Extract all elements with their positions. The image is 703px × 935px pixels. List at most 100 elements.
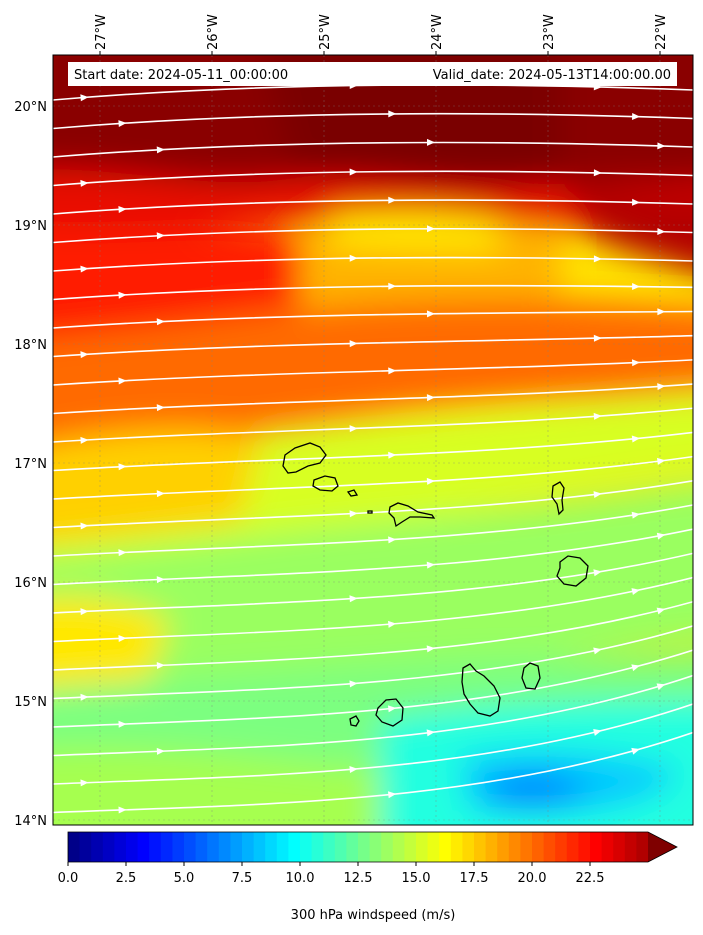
streamline-arrow [388, 536, 397, 544]
streamline-arrow [631, 435, 641, 443]
streamline-arrow [426, 310, 435, 318]
streamline [53, 141, 693, 158]
colorbar-cell [102, 832, 115, 862]
streamline-arrow [426, 561, 435, 569]
colorbar-tick-label: 7.5 [232, 871, 253, 886]
lon-tick-label: 22°W [654, 14, 669, 50]
map-frame [52, 54, 694, 826]
colorbar-cell [369, 832, 382, 862]
colorbar-tick-label: 22.5 [576, 871, 605, 886]
streamline [53, 227, 693, 244]
valid-date-label: Valid_date: 2024-05-13T14:00:00.00 [433, 68, 671, 83]
streamline-arrow [657, 227, 666, 235]
colorbar-cell [450, 832, 463, 862]
colorbar-cell [137, 832, 150, 862]
streamline-arrow [80, 436, 89, 444]
colorbar-cell [230, 832, 243, 862]
colorbar-cell [149, 832, 162, 862]
streamline-arrow [388, 196, 397, 204]
colorbar-cell [300, 832, 313, 862]
streamline-arrow [349, 595, 358, 603]
streamline-arrow [156, 490, 165, 498]
streamline-arrow [349, 680, 358, 688]
colorbar-cell [311, 832, 324, 862]
streamline [53, 455, 693, 500]
streamline [53, 256, 693, 272]
streamline-arrow [593, 569, 602, 577]
streamline-arrow [387, 791, 397, 799]
streamline-arrow [118, 120, 127, 128]
lat-tick-label: 20°N [14, 100, 47, 115]
streamline-arrow [349, 425, 358, 433]
colorbar-cell [207, 832, 220, 862]
streamline-arrow [118, 291, 127, 299]
island-fogo [375, 698, 404, 727]
colorbar-cells [68, 832, 677, 862]
island-santa-luzia-islet [367, 510, 373, 514]
streamline-arrow [631, 359, 641, 367]
colorbar-tick-label: 12.5 [344, 871, 373, 886]
streamline-arrow [118, 463, 127, 471]
colorbar-cell [462, 832, 475, 862]
streamline-arrow [593, 491, 602, 499]
streamline [53, 552, 693, 614]
streamline [53, 407, 693, 443]
streamline-arrow [156, 576, 165, 584]
map-panel [53, 55, 693, 825]
lon-tick-label: 23°W [542, 14, 557, 50]
date-info-box: Start date: 2024-05-11_00:00:00 Valid_da… [68, 62, 677, 86]
streamline [53, 674, 693, 757]
colorbar-cell [126, 832, 139, 862]
streamline-arrow [80, 179, 89, 187]
colorbar-label: 300 hPa windspeed (m/s) [291, 908, 456, 923]
streamline-arrow [426, 477, 435, 485]
streamline [53, 528, 693, 586]
colorbar-tick-label: 10.0 [286, 871, 315, 886]
streamline-arrow [426, 225, 435, 233]
streamline-arrow [349, 766, 358, 774]
colorbar-cell [555, 832, 568, 862]
streamline-arrow [349, 340, 358, 348]
colorbar-tick-label: 17.5 [460, 871, 489, 886]
lat-tick-label: 16°N [14, 576, 47, 591]
streamline-arrow [349, 168, 358, 176]
streamline [53, 504, 693, 557]
streamline-arrow [388, 451, 397, 459]
start-date-label: Start date: 2024-05-11_00:00:00 [74, 68, 288, 83]
colorbar: 0.0 2.5 5.0 7.5 10.0 12.5 15.0 17.5 20.0 22.5 300… [58, 831, 678, 923]
streamline-arrow [80, 265, 89, 273]
colorbar-cell [323, 832, 336, 862]
streamline-arrow [656, 683, 666, 691]
streamline-arrow [388, 110, 397, 118]
colorbar-cell [242, 832, 255, 862]
streamline-arrow [156, 146, 165, 154]
colorbar-cell [184, 832, 197, 862]
streamline-arrow [426, 729, 435, 737]
colorbar-cell [392, 832, 405, 862]
colorbar-cell [404, 832, 417, 862]
streamline-arrow [631, 747, 640, 755]
colorbar-cell [172, 832, 185, 862]
streamline-arrow [156, 404, 165, 412]
lat-tick-label: 14°N [14, 814, 47, 829]
lon-tick-label: 25°W [318, 14, 333, 50]
streamline-arrow [118, 549, 127, 557]
streamline-arrow [593, 169, 602, 177]
streamline-arrow [593, 729, 602, 736]
streamline [53, 199, 693, 215]
colorbar-extend-max [648, 832, 677, 862]
streamline [53, 431, 693, 472]
lat-tick-label: 15°N [14, 695, 47, 710]
colorbar-cell [601, 832, 614, 862]
streamline [53, 480, 693, 529]
longitude-axis: 27°W 26°W 25°W 24°W 23°W 22°W [94, 14, 669, 55]
island-brava [349, 715, 360, 727]
colorbar-ticks: 0.0 2.5 5.0 7.5 10.0 12.5 15.0 17.5 20.0 22.5 [58, 862, 605, 886]
streamline-arrow [593, 412, 602, 420]
lat-tick-label: 18°N [14, 338, 47, 353]
colorbar-outline [67, 831, 678, 863]
colorbar-cell [427, 832, 440, 862]
streamline [53, 359, 693, 386]
streamline [53, 703, 693, 785]
